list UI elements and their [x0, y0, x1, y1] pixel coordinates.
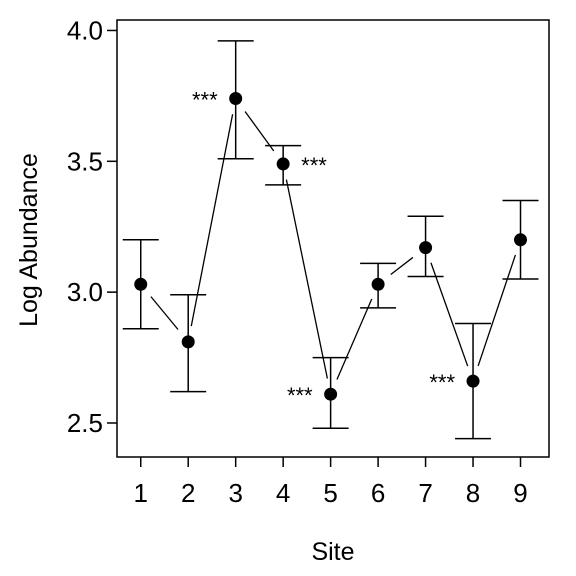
x-tick-label: 3 [228, 478, 242, 508]
y-axis: 2.5 3.0 3.5 4.0 [67, 15, 117, 438]
series-line-segment [190, 114, 234, 327]
data-point [324, 387, 338, 401]
x-tick-label: 7 [418, 478, 432, 508]
y-tick-label: 3.5 [67, 146, 103, 176]
data-point [276, 157, 290, 171]
y-tick-label: 2.5 [67, 408, 103, 438]
series-line-segment [477, 254, 517, 367]
data-point [181, 335, 195, 349]
data-point [419, 241, 433, 255]
series-line-segment [244, 111, 275, 152]
x-tick-label: 4 [276, 478, 290, 508]
significance-label: *** [192, 88, 218, 113]
data-point [371, 277, 385, 291]
series-line-segment [390, 256, 414, 276]
data-point [134, 277, 148, 291]
data-point [514, 233, 528, 247]
x-tick-label: 1 [134, 478, 148, 508]
significance-label: *** [429, 370, 455, 395]
data-point [229, 92, 243, 106]
series-line-segment [336, 298, 373, 380]
x-axis-title: Site [311, 538, 354, 566]
plot-frame [116, 19, 550, 458]
x-tick-label: 5 [323, 478, 337, 508]
connecting-lines [150, 111, 517, 380]
significance-label: *** [301, 153, 327, 178]
x-tick-label: 8 [466, 478, 480, 508]
data-points [134, 92, 528, 401]
y-axis-title: Log Abundance [15, 153, 43, 327]
x-axis: 1 2 3 4 5 6 7 8 9 [134, 457, 528, 508]
x-tick-label: 9 [513, 478, 527, 508]
series-line-segment [150, 296, 179, 330]
series-line-segment [285, 179, 329, 379]
y-tick-label: 4.0 [67, 15, 103, 45]
significance-annotations: *** *** *** *** [192, 88, 455, 409]
significance-label: *** [287, 383, 313, 408]
y-tick-label: 3.0 [67, 277, 103, 307]
x-tick-label: 6 [371, 478, 385, 508]
data-point [466, 374, 480, 388]
series-line-segment [430, 262, 469, 367]
x-tick-label: 2 [181, 478, 195, 508]
